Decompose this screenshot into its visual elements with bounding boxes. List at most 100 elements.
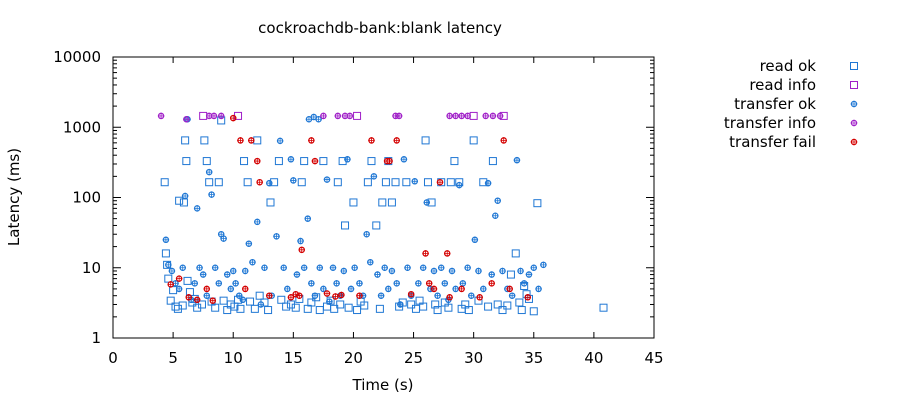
data-point <box>540 261 547 269</box>
series-transfer-info <box>157 112 504 123</box>
data-point <box>311 157 319 165</box>
legend-marker <box>850 138 858 146</box>
data-point <box>202 157 211 166</box>
legend-marker <box>850 100 858 108</box>
data-point <box>368 137 375 144</box>
data-point <box>363 230 370 238</box>
data-point <box>308 137 315 144</box>
data-point <box>181 136 190 145</box>
data-point <box>315 115 322 123</box>
data-point <box>347 285 355 293</box>
data-point <box>475 267 482 275</box>
data-point <box>344 156 351 163</box>
data-point <box>530 264 538 271</box>
data-point <box>370 173 378 180</box>
data-point <box>503 301 512 310</box>
y-tick-label: 10 <box>82 259 101 277</box>
data-point <box>175 196 184 205</box>
data-point <box>496 112 504 120</box>
data-point <box>353 111 362 120</box>
data-point <box>211 264 219 271</box>
x-tick-label: 45 <box>644 349 663 367</box>
data-point <box>488 271 495 278</box>
data-point <box>287 294 295 301</box>
data-point <box>254 218 261 226</box>
legend-label: transfer fail <box>729 133 816 151</box>
data-point <box>511 249 520 258</box>
data-point <box>264 306 273 315</box>
data-point <box>386 157 393 165</box>
data-point <box>404 264 411 271</box>
data-point <box>341 221 350 230</box>
x-axis-label: Time (s) <box>352 376 414 394</box>
data-point <box>506 285 513 293</box>
data-point <box>340 267 348 275</box>
data-point <box>434 292 441 299</box>
data-point <box>387 198 396 207</box>
x-tick-label: 15 <box>284 349 303 367</box>
data-point <box>423 199 431 206</box>
series-read-ok <box>160 116 608 316</box>
data-point <box>469 136 478 145</box>
x-tick-label: 5 <box>168 349 178 367</box>
data-point <box>480 285 487 293</box>
data-point <box>193 205 201 212</box>
data-point <box>517 306 526 315</box>
data-point <box>227 285 235 293</box>
data-point <box>161 249 170 258</box>
data-point <box>235 292 243 299</box>
data-point <box>200 136 209 145</box>
data-point <box>464 306 473 315</box>
data-point <box>356 292 363 299</box>
data-point <box>372 221 381 230</box>
data-point <box>385 285 392 293</box>
data-point <box>220 235 227 242</box>
data-point <box>360 301 369 310</box>
data-point <box>175 285 183 293</box>
data-point <box>182 157 191 166</box>
data-point <box>349 198 358 207</box>
y-tick-label: 10000 <box>53 48 101 66</box>
data-point <box>353 306 362 315</box>
y-axis: 1 10 100 1000 10000 <box>53 48 654 347</box>
data-point <box>257 301 265 308</box>
data-point <box>217 112 225 120</box>
data-point <box>381 264 388 271</box>
data-point <box>437 264 445 271</box>
data-point <box>319 157 328 166</box>
data-point <box>193 296 201 304</box>
data-point <box>183 115 190 123</box>
y-axis-label: Latency (ms) <box>5 148 23 246</box>
data-point <box>468 292 475 299</box>
legend-marker <box>850 81 858 89</box>
data-point <box>492 212 499 219</box>
data-point <box>338 291 345 299</box>
data-point <box>298 246 305 254</box>
data-point <box>277 295 286 304</box>
x-axis: 0 5 10 15 20 25 30 35 40 45 <box>108 57 664 367</box>
data-point <box>452 285 459 293</box>
data-point <box>323 176 331 183</box>
data-point <box>245 240 253 247</box>
data-point <box>162 236 170 244</box>
data-point <box>375 304 384 313</box>
data-point <box>367 157 376 166</box>
legend-marker <box>850 62 858 70</box>
data-point <box>535 285 542 293</box>
data-point <box>203 285 211 293</box>
data-point <box>524 294 532 301</box>
data-point <box>261 264 268 271</box>
data-point <box>363 178 372 187</box>
data-point <box>196 264 203 271</box>
data-point <box>197 300 206 309</box>
data-point <box>282 302 291 311</box>
data-point <box>273 233 280 240</box>
data-point <box>499 267 506 275</box>
data-point <box>393 137 400 144</box>
data-point <box>181 192 189 200</box>
data-point <box>471 236 479 244</box>
data-point <box>175 275 183 282</box>
series-transfer-ok <box>162 113 547 308</box>
data-point <box>330 304 339 313</box>
data-points <box>157 111 608 316</box>
